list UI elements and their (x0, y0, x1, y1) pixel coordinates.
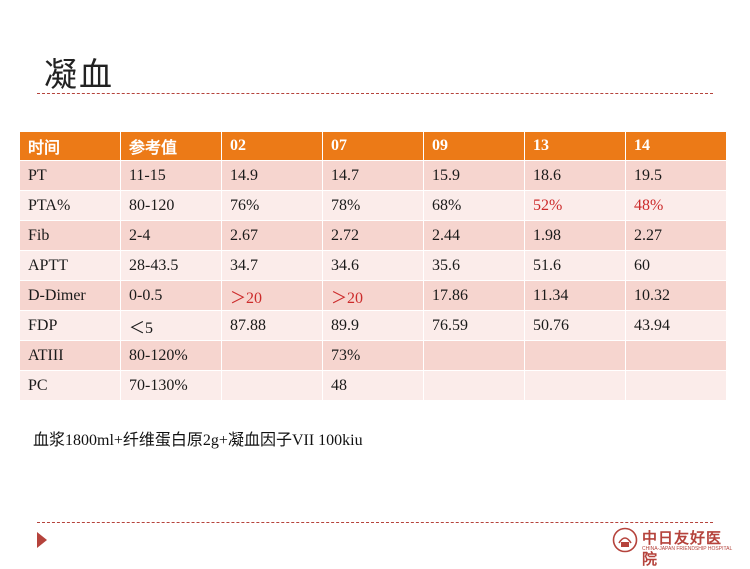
value-cell: 50.76 (524, 310, 626, 341)
table-row: PT 11-15 14.9 14.7 15.9 18.6 19.5 (19, 160, 727, 191)
value-cell: 15.9 (423, 160, 525, 191)
value-cell: 43.94 (625, 310, 727, 341)
value-cell: 18.6 (524, 160, 626, 191)
value-cell: 89.9 (322, 310, 424, 341)
value-cell: 78% (322, 190, 424, 221)
value-cell: 14.7 (322, 160, 424, 191)
value-cell (524, 340, 626, 371)
value-cell: 35.6 (423, 250, 525, 281)
value-cell: 73% (322, 340, 424, 371)
row-label-cell: PT (19, 160, 121, 191)
table-row: D-Dimer 0-0.5 ＞20 ＞20 17.86 11.34 10.32 (19, 280, 727, 311)
row-label-cell: PC (19, 370, 121, 401)
header-cell: 13 (524, 131, 626, 161)
row-label-cell: D-Dimer (19, 280, 121, 311)
value-cell: 11.34 (524, 280, 626, 311)
value-cell: 17.86 (423, 280, 525, 311)
value-cell: 34.7 (221, 250, 323, 281)
table-row: ATIII 80-120% 73% (19, 340, 727, 371)
table-row: PC 70-130% 48 (19, 370, 727, 401)
table-row: Fib 2-4 2.67 2.72 2.44 1.98 2.27 (19, 220, 727, 251)
header-cell: 02 (221, 131, 323, 161)
value-cell: 48 (322, 370, 424, 401)
hospital-emblem-icon (612, 527, 638, 553)
value-cell: ＞20 (322, 280, 424, 311)
value-cell: 48% (625, 190, 727, 221)
table-header-row: 时间 参考值 02 07 09 13 14 (19, 131, 727, 161)
reference-cell: 11-15 (120, 160, 222, 191)
value-cell (423, 370, 525, 401)
reference-cell: 0-0.5 (120, 280, 222, 311)
play-triangle-icon (37, 532, 47, 548)
table-row: FDP ＜5 87.88 89.9 76.59 50.76 43.94 (19, 310, 727, 341)
value-cell: 2.67 (221, 220, 323, 251)
logo-subtitle: CHINA-JAPAN FRIENDSHIP HOSPITAL (642, 546, 733, 552)
value-cell (221, 370, 323, 401)
value-cell: 60 (625, 250, 727, 281)
bottom-divider (37, 522, 713, 523)
value-cell: 14.9 (221, 160, 323, 191)
top-divider (37, 93, 713, 94)
reference-cell: 80-120 (120, 190, 222, 221)
row-label-cell: FDP (19, 310, 121, 341)
header-cell: 时间 (19, 131, 121, 161)
value-cell: 19.5 (625, 160, 727, 191)
value-cell (625, 340, 727, 371)
value-cell (221, 340, 323, 371)
treatment-note: 血浆1800ml+纤维蛋白原2g+凝血因子VII 100kiu (33, 432, 363, 449)
value-cell: 1.98 (524, 220, 626, 251)
value-cell: ＞20 (221, 280, 323, 311)
value-cell: 68% (423, 190, 525, 221)
value-cell: 52% (524, 190, 626, 221)
header-cell: 07 (322, 131, 424, 161)
value-cell: 87.88 (221, 310, 323, 341)
table-row: PTA% 80-120 76% 78% 68% 52% 48% (19, 190, 727, 221)
value-cell: 2.44 (423, 220, 525, 251)
value-cell: 76.59 (423, 310, 525, 341)
value-cell (524, 370, 626, 401)
row-label-cell: PTA% (19, 190, 121, 221)
header-cell: 14 (625, 131, 727, 161)
value-cell: 2.27 (625, 220, 727, 251)
reference-cell: 2-4 (120, 220, 222, 251)
row-label-cell: Fib (19, 220, 121, 251)
value-cell (423, 340, 525, 371)
reference-cell: ＜5 (120, 310, 222, 341)
table-row: APTT 28-43.5 34.7 34.6 35.6 51.6 60 (19, 250, 727, 281)
reference-cell: 28-43.5 (120, 250, 222, 281)
value-cell: 76% (221, 190, 323, 221)
hospital-logo: 中日友好医院 CHINA-JAPAN FRIENDSHIP HOSPITAL (612, 527, 733, 568)
coagulation-table: 时间 参考值 02 07 09 13 14 PT 11-15 14.9 14.7 15.… (19, 131, 727, 401)
row-label-cell: APTT (19, 250, 121, 281)
slide-title: 凝血 (44, 55, 114, 94)
header-cell: 参考值 (120, 131, 222, 161)
value-cell (625, 370, 727, 401)
reference-cell: 70-130% (120, 370, 222, 401)
value-cell: 34.6 (322, 250, 424, 281)
value-cell: 2.72 (322, 220, 424, 251)
reference-cell: 80-120% (120, 340, 222, 371)
value-cell: 51.6 (524, 250, 626, 281)
value-cell: 10.32 (625, 280, 727, 311)
header-cell: 09 (423, 131, 525, 161)
row-label-cell: ATIII (19, 340, 121, 371)
